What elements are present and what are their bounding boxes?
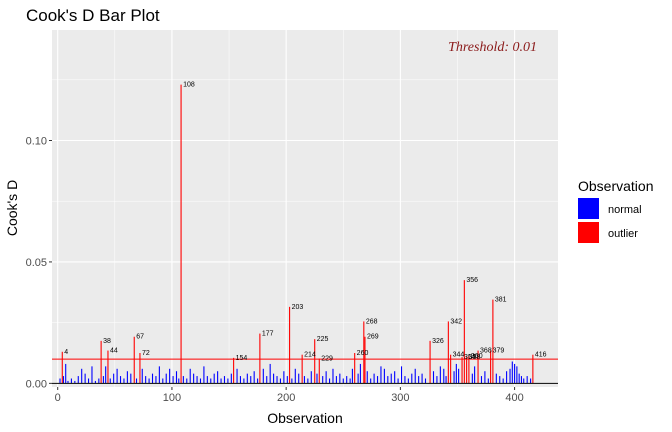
- x-tick-label: 200: [277, 392, 295, 404]
- x-tick-label: 300: [391, 392, 409, 404]
- x-tick-label: 100: [163, 392, 181, 404]
- legend-swatch-outlier: [578, 222, 599, 243]
- x-tick-label: 400: [505, 392, 523, 404]
- outlier-label: 344: [453, 352, 465, 359]
- outlier-label: 225: [317, 336, 329, 343]
- outlier-label: 416: [535, 352, 547, 359]
- x-axis: 0 100 200 300 400: [55, 387, 524, 404]
- legend-label-outlier: outlier: [608, 228, 638, 240]
- outlier-labels: 4 38 44 67 72 108 154 177 203 214 225 229 260 268 269 3…: [64, 82, 546, 363]
- y-axis: 0.00 0.05 0.10: [26, 136, 52, 390]
- outlier-label: 356: [466, 277, 478, 284]
- outlier-label: 354: [464, 354, 476, 361]
- legend-swatch-normal: [578, 198, 599, 219]
- outlier-label: 368: [480, 348, 492, 355]
- outlier-label: 177: [262, 331, 274, 338]
- y-axis-title: Cook's D: [4, 180, 20, 236]
- outlier-label: 268: [366, 318, 378, 325]
- y-tick-label: 0.00: [26, 378, 47, 390]
- outlier-label: 4: [64, 349, 68, 356]
- outlier-label: 379: [493, 348, 505, 355]
- outlier-label: 214: [304, 352, 316, 359]
- y-tick-label: 0.10: [26, 136, 47, 148]
- y-tick-label: 0.05: [26, 257, 47, 269]
- outlier-label: 260: [357, 350, 369, 357]
- outlier-label: 358: [469, 354, 481, 361]
- legend-label-normal: normal: [608, 204, 642, 216]
- x-axis-title: Observation: [267, 410, 342, 426]
- bars: [59, 84, 534, 384]
- outlier-label: 44: [110, 348, 118, 355]
- plot-panel: [52, 30, 558, 387]
- outlier-label: 229: [321, 356, 333, 363]
- outlier-label: 326: [432, 338, 444, 345]
- legend-title: Observation: [578, 178, 653, 194]
- outlier-label: 72: [142, 350, 150, 357]
- outlier-label: 342: [450, 318, 462, 325]
- legend: Observation normal outlier: [578, 178, 653, 243]
- x-tick-label: 0: [55, 392, 61, 404]
- outlier-label: 154: [236, 355, 248, 362]
- outlier-label: 360: [471, 353, 483, 360]
- outlier-label: 67: [136, 334, 144, 341]
- outlier-label: 203: [292, 304, 304, 311]
- threshold-annotation: Threshold: 0.01: [448, 40, 537, 55]
- outlier-label: 38: [103, 338, 111, 345]
- outlier-label: 108: [183, 82, 195, 89]
- chart-title: Cook's D Bar Plot: [26, 6, 160, 25]
- outlier-label: 269: [367, 334, 379, 341]
- outlier-label: 381: [495, 297, 507, 304]
